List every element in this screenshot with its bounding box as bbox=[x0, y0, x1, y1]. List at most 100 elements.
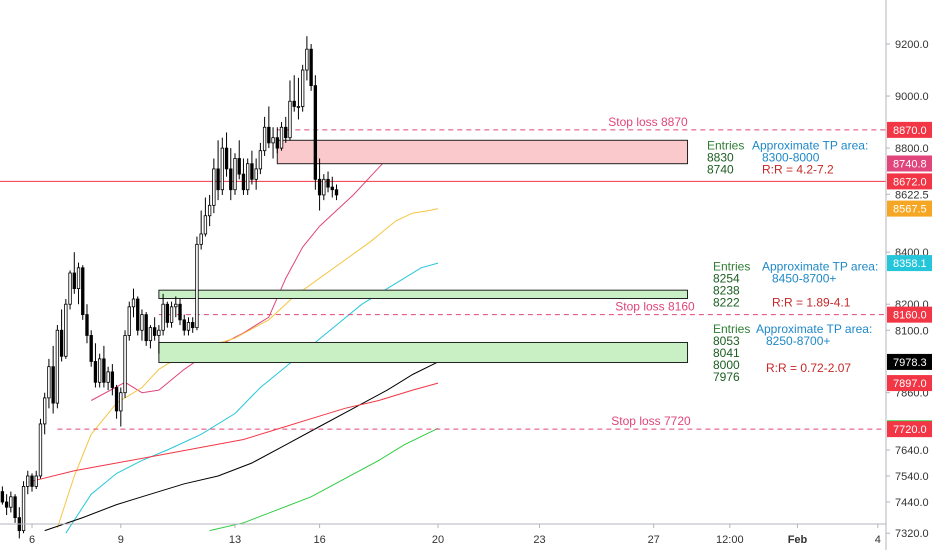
candle-body bbox=[55, 329, 60, 404]
candle bbox=[123, 330, 127, 398]
candle bbox=[169, 301, 174, 328]
candle bbox=[212, 158, 216, 214]
candle bbox=[136, 296, 140, 336]
candle bbox=[296, 77, 301, 120]
candle bbox=[38, 418, 43, 479]
candle bbox=[233, 153, 237, 195]
moving-average-line-1 bbox=[56, 208, 439, 529]
horizontal-lines: Stop loss 8870 Stop loss 8160 Stop loss 77… bbox=[0, 115, 886, 430]
y-tick-label: 7640.0 bbox=[895, 445, 929, 457]
price-tag-bg bbox=[887, 173, 932, 190]
candle bbox=[13, 494, 17, 523]
candle bbox=[216, 140, 220, 201]
entry-price: 8238 bbox=[713, 283, 740, 297]
candle-body bbox=[9, 496, 13, 508]
candle-body bbox=[241, 173, 246, 191]
candle bbox=[114, 384, 119, 419]
candle bbox=[279, 122, 284, 151]
candle bbox=[110, 364, 115, 396]
candle bbox=[85, 304, 89, 344]
x-tick-label: 13 bbox=[229, 534, 241, 546]
x-tick-label: 20 bbox=[432, 534, 444, 546]
candles bbox=[0, 36, 339, 539]
candle bbox=[262, 116, 267, 156]
price-tag: 8160.0 bbox=[887, 306, 932, 323]
candle-body bbox=[47, 366, 51, 399]
candle bbox=[106, 366, 110, 391]
candle-body bbox=[305, 48, 309, 71]
candle bbox=[165, 301, 170, 328]
candle-body bbox=[203, 215, 208, 235]
candle bbox=[275, 127, 279, 154]
x-axis-ticks: 6 9 13 16 20 23 27 12:00 Feb 4 bbox=[29, 524, 881, 546]
candle-body bbox=[216, 168, 220, 191]
candle bbox=[34, 470, 38, 489]
candle bbox=[76, 262, 81, 305]
entry-price: 8041 bbox=[713, 346, 740, 360]
entry-price: 8254 bbox=[713, 271, 740, 285]
candle bbox=[284, 116, 288, 143]
y-tick-label: 7540.0 bbox=[895, 471, 929, 483]
candle-body bbox=[199, 233, 203, 245]
red-zone bbox=[276, 139, 689, 165]
x-tick-label: 16 bbox=[313, 534, 325, 546]
candle bbox=[305, 36, 309, 81]
candle bbox=[89, 330, 93, 367]
candle bbox=[250, 150, 254, 185]
tp-title: Approximate TP area: bbox=[756, 322, 872, 336]
candle bbox=[30, 473, 34, 492]
candle-body bbox=[85, 314, 89, 336]
entry-price: 8830 bbox=[707, 150, 734, 164]
candle-body bbox=[330, 186, 334, 191]
candle bbox=[102, 345, 106, 388]
candle-body bbox=[195, 243, 199, 329]
y-tick-label: 8622.5 bbox=[895, 189, 929, 201]
price-tag-label: 8567.5 bbox=[893, 204, 927, 216]
risk-reward: R:R = 4.2-7.2 bbox=[762, 162, 834, 176]
candle bbox=[224, 132, 229, 177]
price-tag: 8567.5 bbox=[887, 200, 932, 217]
candle-body bbox=[76, 267, 81, 290]
candle bbox=[68, 270, 72, 310]
candle bbox=[93, 343, 98, 388]
candle-body bbox=[148, 327, 153, 342]
candle bbox=[178, 299, 182, 326]
candle-body bbox=[300, 69, 305, 107]
candle bbox=[317, 158, 322, 211]
tp-title: Approximate TP area: bbox=[752, 138, 868, 152]
candle bbox=[186, 317, 191, 336]
stop-loss-label: Stop loss 8160 bbox=[615, 300, 695, 314]
candle bbox=[258, 142, 263, 175]
candle-body bbox=[26, 475, 30, 487]
price-tag-bg bbox=[887, 375, 932, 392]
candle bbox=[191, 317, 195, 333]
price-tag-bg bbox=[887, 353, 932, 370]
candle-body bbox=[233, 158, 237, 191]
candle-body bbox=[254, 168, 258, 180]
candle-body bbox=[102, 358, 106, 383]
x-tick-label: 12:00 bbox=[716, 534, 744, 546]
entry-price: 8740 bbox=[707, 162, 734, 176]
candle bbox=[271, 127, 275, 159]
candle bbox=[334, 184, 339, 201]
entries-title: Entries bbox=[713, 322, 750, 336]
plot-background bbox=[0, 0, 886, 524]
risk-reward: R:R = 1.89-4.1 bbox=[772, 295, 851, 309]
candle bbox=[131, 288, 136, 318]
candle-body bbox=[97, 358, 102, 383]
candle bbox=[140, 309, 144, 341]
tp-value: 8450-8700+ bbox=[772, 271, 836, 285]
price-tag-label: 7897.0 bbox=[893, 378, 927, 390]
entry-price: 8000 bbox=[713, 358, 740, 372]
candle bbox=[161, 293, 165, 336]
price-tag: 8672.0 bbox=[887, 173, 932, 190]
entry-price: 8222 bbox=[713, 295, 740, 309]
candle-body bbox=[296, 106, 301, 108]
price-tag-label: 8358.1 bbox=[893, 258, 927, 270]
candle bbox=[9, 491, 13, 513]
y-tick-label: 9200.0 bbox=[895, 39, 929, 51]
candle-body bbox=[229, 168, 233, 191]
price-tag-label: 8160.0 bbox=[893, 310, 927, 322]
